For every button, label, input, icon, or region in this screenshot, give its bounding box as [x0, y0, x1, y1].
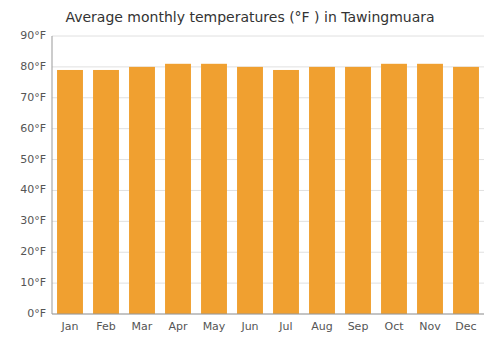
- bars: [57, 64, 479, 314]
- x-tick-label: Nov: [419, 320, 441, 333]
- y-ticks: 0°F 10°F 20°F 30°F 40°F 50°F 60°F 70°F 80°F 90°F: [20, 29, 46, 320]
- bar: [417, 64, 443, 314]
- x-tick-label: Aug: [311, 320, 332, 333]
- x-tick-label: Dec: [455, 320, 476, 333]
- y-tick-label: 10°F: [20, 276, 46, 289]
- y-axis-line: [52, 36, 53, 314]
- y-tick-label: 30°F: [20, 214, 46, 227]
- page: {"chart_data": {"type": "bar", "title": …: [0, 0, 500, 350]
- y-tick-label: 50°F: [20, 153, 46, 166]
- chart-container: 0°F 10°F 20°F 30°F 40°F 50°F 60°F 70°F 80°F 90°F J…: [0, 0, 500, 350]
- bar: [309, 67, 335, 314]
- bar: [453, 67, 479, 314]
- x-tick-label: Jul: [278, 320, 292, 333]
- x-tick-label: Jun: [240, 320, 258, 333]
- y-tick-label: 80°F: [20, 60, 46, 73]
- bar: [201, 64, 227, 314]
- y-tick-label: 40°F: [20, 183, 46, 196]
- bar: [93, 70, 119, 314]
- y-tick-label: 0°F: [27, 307, 46, 320]
- bar: [57, 70, 83, 314]
- x-tick-label: Mar: [132, 320, 153, 333]
- x-tick-label: Oct: [384, 320, 404, 333]
- grid-line: [52, 314, 484, 315]
- y-tick-label: 20°F: [20, 245, 46, 258]
- y-tick-label: 60°F: [20, 122, 46, 135]
- title: Average monthly temperatures (°F ) in Ta…: [65, 9, 434, 25]
- y-tick-label: 70°F: [20, 91, 46, 104]
- x-ticks: Jan Feb Mar Apr May Jun Jul Aug Sep Oct Nov Dec: [61, 320, 477, 333]
- x-axis-line: [52, 314, 484, 315]
- bar: [273, 70, 299, 314]
- x-tick-label: Jan: [61, 320, 79, 333]
- bar: [381, 64, 407, 314]
- bar: [345, 67, 371, 314]
- x-tick-label: Apr: [168, 320, 188, 333]
- x-tick-label: Sep: [348, 320, 369, 333]
- x-tick-label: Feb: [96, 320, 115, 333]
- bar: [237, 67, 263, 314]
- chart-svg: 0°F 10°F 20°F 30°F 40°F 50°F 60°F 70°F 80°F 90°F J…: [0, 0, 500, 350]
- grid-line: [52, 36, 484, 37]
- bar: [129, 67, 155, 314]
- y-tick-label: 90°F: [20, 29, 46, 42]
- y-grid: [52, 36, 484, 314]
- x-tick-label: May: [203, 320, 226, 333]
- bar: [165, 64, 191, 314]
